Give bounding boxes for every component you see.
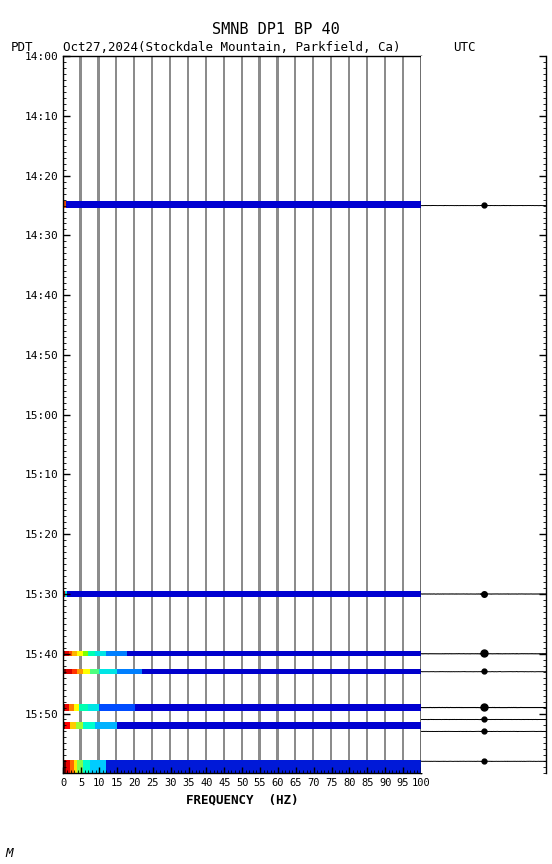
X-axis label: FREQUENCY  (HZ): FREQUENCY (HZ) [186, 794, 299, 807]
Text: M: M [6, 847, 13, 860]
Text: SMNB DP1 BP 40: SMNB DP1 BP 40 [212, 22, 340, 36]
Text: PDT: PDT [11, 41, 34, 54]
Text: UTC: UTC [453, 41, 475, 54]
Text: Oct27,2024(Stockdale Mountain, Parkfield, Ca): Oct27,2024(Stockdale Mountain, Parkfield… [63, 41, 401, 54]
